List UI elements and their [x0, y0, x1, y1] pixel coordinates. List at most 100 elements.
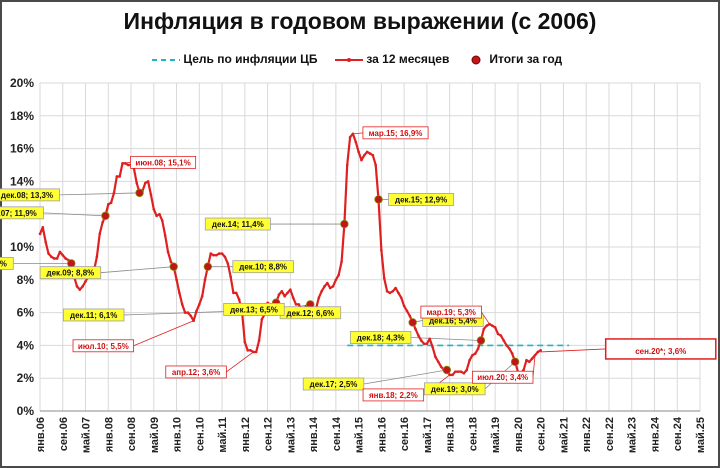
annotation-label: дек.19; 3,0% [431, 385, 479, 394]
annotation-box [72, 339, 135, 353]
monthly-point [428, 337, 432, 341]
monthly-point [257, 339, 261, 342]
monthly-point [47, 252, 50, 255]
monthly-point [252, 350, 255, 354]
x-tick-label: янв.24 [649, 416, 661, 452]
y-tick-label: 10% [10, 240, 34, 254]
annotation-label: дек.06; 9,0% [0, 259, 7, 268]
annotation-label: дек.12; 6,6% [287, 309, 335, 318]
yearly-point [408, 318, 417, 327]
yearly-point [203, 262, 213, 271]
monthly-point [101, 221, 104, 224]
monthly-point [365, 150, 369, 154]
annotation-label: июл.20; 3,4% [477, 373, 528, 382]
monthly-point [64, 257, 67, 260]
annotation-label: дек.10; 8,8% [239, 263, 287, 272]
monthly-point [163, 234, 167, 237]
monthly-point [371, 153, 375, 157]
monthly-point [41, 226, 45, 229]
monthly-point [189, 314, 193, 318]
y-tick-label: 16% [10, 142, 34, 156]
monthly-point [294, 303, 298, 306]
monthly-point [52, 257, 56, 260]
monthly-point [217, 252, 221, 255]
monthly-point [297, 303, 301, 306]
annotation-leader [59, 192, 140, 196]
x-tick-label: май.13 [285, 417, 297, 453]
monthly-point [121, 162, 124, 165]
monthly-point [198, 303, 201, 306]
monthly-point [491, 324, 494, 328]
monthly-point [209, 252, 212, 255]
x-tick-label: янв.12 [240, 417, 252, 452]
monthly-point [539, 349, 542, 352]
monthly-point [434, 355, 437, 359]
legend-target-label: Цель по инфляции ЦБ [183, 52, 318, 66]
monthly-point [408, 314, 412, 318]
monthly-point [78, 288, 82, 291]
annotation-box [420, 305, 482, 319]
monthly-point [200, 294, 204, 298]
monthly-point [340, 260, 343, 264]
monthly-point [229, 275, 232, 278]
monthly-point [499, 334, 503, 337]
monthly-point [75, 285, 79, 288]
monthly-point [431, 345, 434, 349]
monthly-point [166, 250, 170, 254]
yearly-point [340, 219, 349, 229]
annotation-label: дек.15; 12,9% [395, 195, 447, 204]
annotation-leader [123, 310, 242, 316]
monthly-point [374, 163, 377, 167]
monthly-point [146, 180, 150, 183]
x-tick-label: сен.08 [126, 417, 138, 451]
monthly-point [183, 311, 187, 314]
monthly-point [505, 344, 508, 347]
monthly-point [488, 322, 491, 326]
monthly-point [81, 285, 84, 288]
monthly-point [405, 309, 409, 313]
monthly-point [277, 293, 281, 296]
annotation-box [604, 338, 717, 360]
x-tick-label: сен.06 [58, 417, 70, 451]
monthly-point [462, 371, 466, 375]
monthly-point [180, 303, 184, 306]
x-tick-label: янв.16 [376, 417, 388, 452]
monthly-point [254, 350, 258, 354]
monthly-point [246, 349, 249, 352]
monthly-point [289, 288, 292, 291]
monthly-point [391, 289, 395, 293]
annotation-box [362, 126, 429, 140]
monthly-point [155, 214, 158, 218]
x-tick-label: май.17 [422, 417, 434, 453]
monthly-point [402, 304, 406, 308]
monthly-point [536, 350, 540, 354]
annotation-label: мар.19; 5,3% [426, 308, 475, 317]
monthly-point [161, 219, 164, 223]
monthly-point [485, 324, 488, 328]
monthly-point [186, 311, 190, 314]
monthly-point [397, 291, 400, 295]
monthly-point [354, 140, 358, 144]
annotation-box [424, 382, 486, 396]
monthly-point [317, 296, 321, 300]
annotation-label: сен.20*; 3,6% [635, 347, 686, 356]
annotation-leader [363, 369, 447, 385]
monthly-point [243, 340, 247, 344]
annotation-label: дек.14; 11,4% [212, 220, 264, 229]
annotation-box [204, 217, 271, 231]
monthly-point [473, 352, 477, 355]
annotation-label: янв.18; 2,2% [369, 391, 418, 400]
monthly-point [143, 181, 147, 185]
monthly-point [334, 278, 338, 282]
x-tick-label: янв.10 [172, 417, 184, 452]
monthly-point [525, 358, 528, 362]
legend-item-monthly: за 12 месяцев [335, 52, 449, 67]
x-tick-label: сен.22 [604, 417, 616, 451]
x-tick-label: май.15 [354, 417, 366, 453]
annotation-label: апр.12; 3,6% [172, 368, 220, 377]
monthly-point [454, 370, 457, 373]
y-tick-label: 18% [10, 109, 34, 123]
monthly-point [510, 352, 514, 355]
monthly-point [249, 349, 252, 352]
annotation-box [165, 365, 227, 379]
